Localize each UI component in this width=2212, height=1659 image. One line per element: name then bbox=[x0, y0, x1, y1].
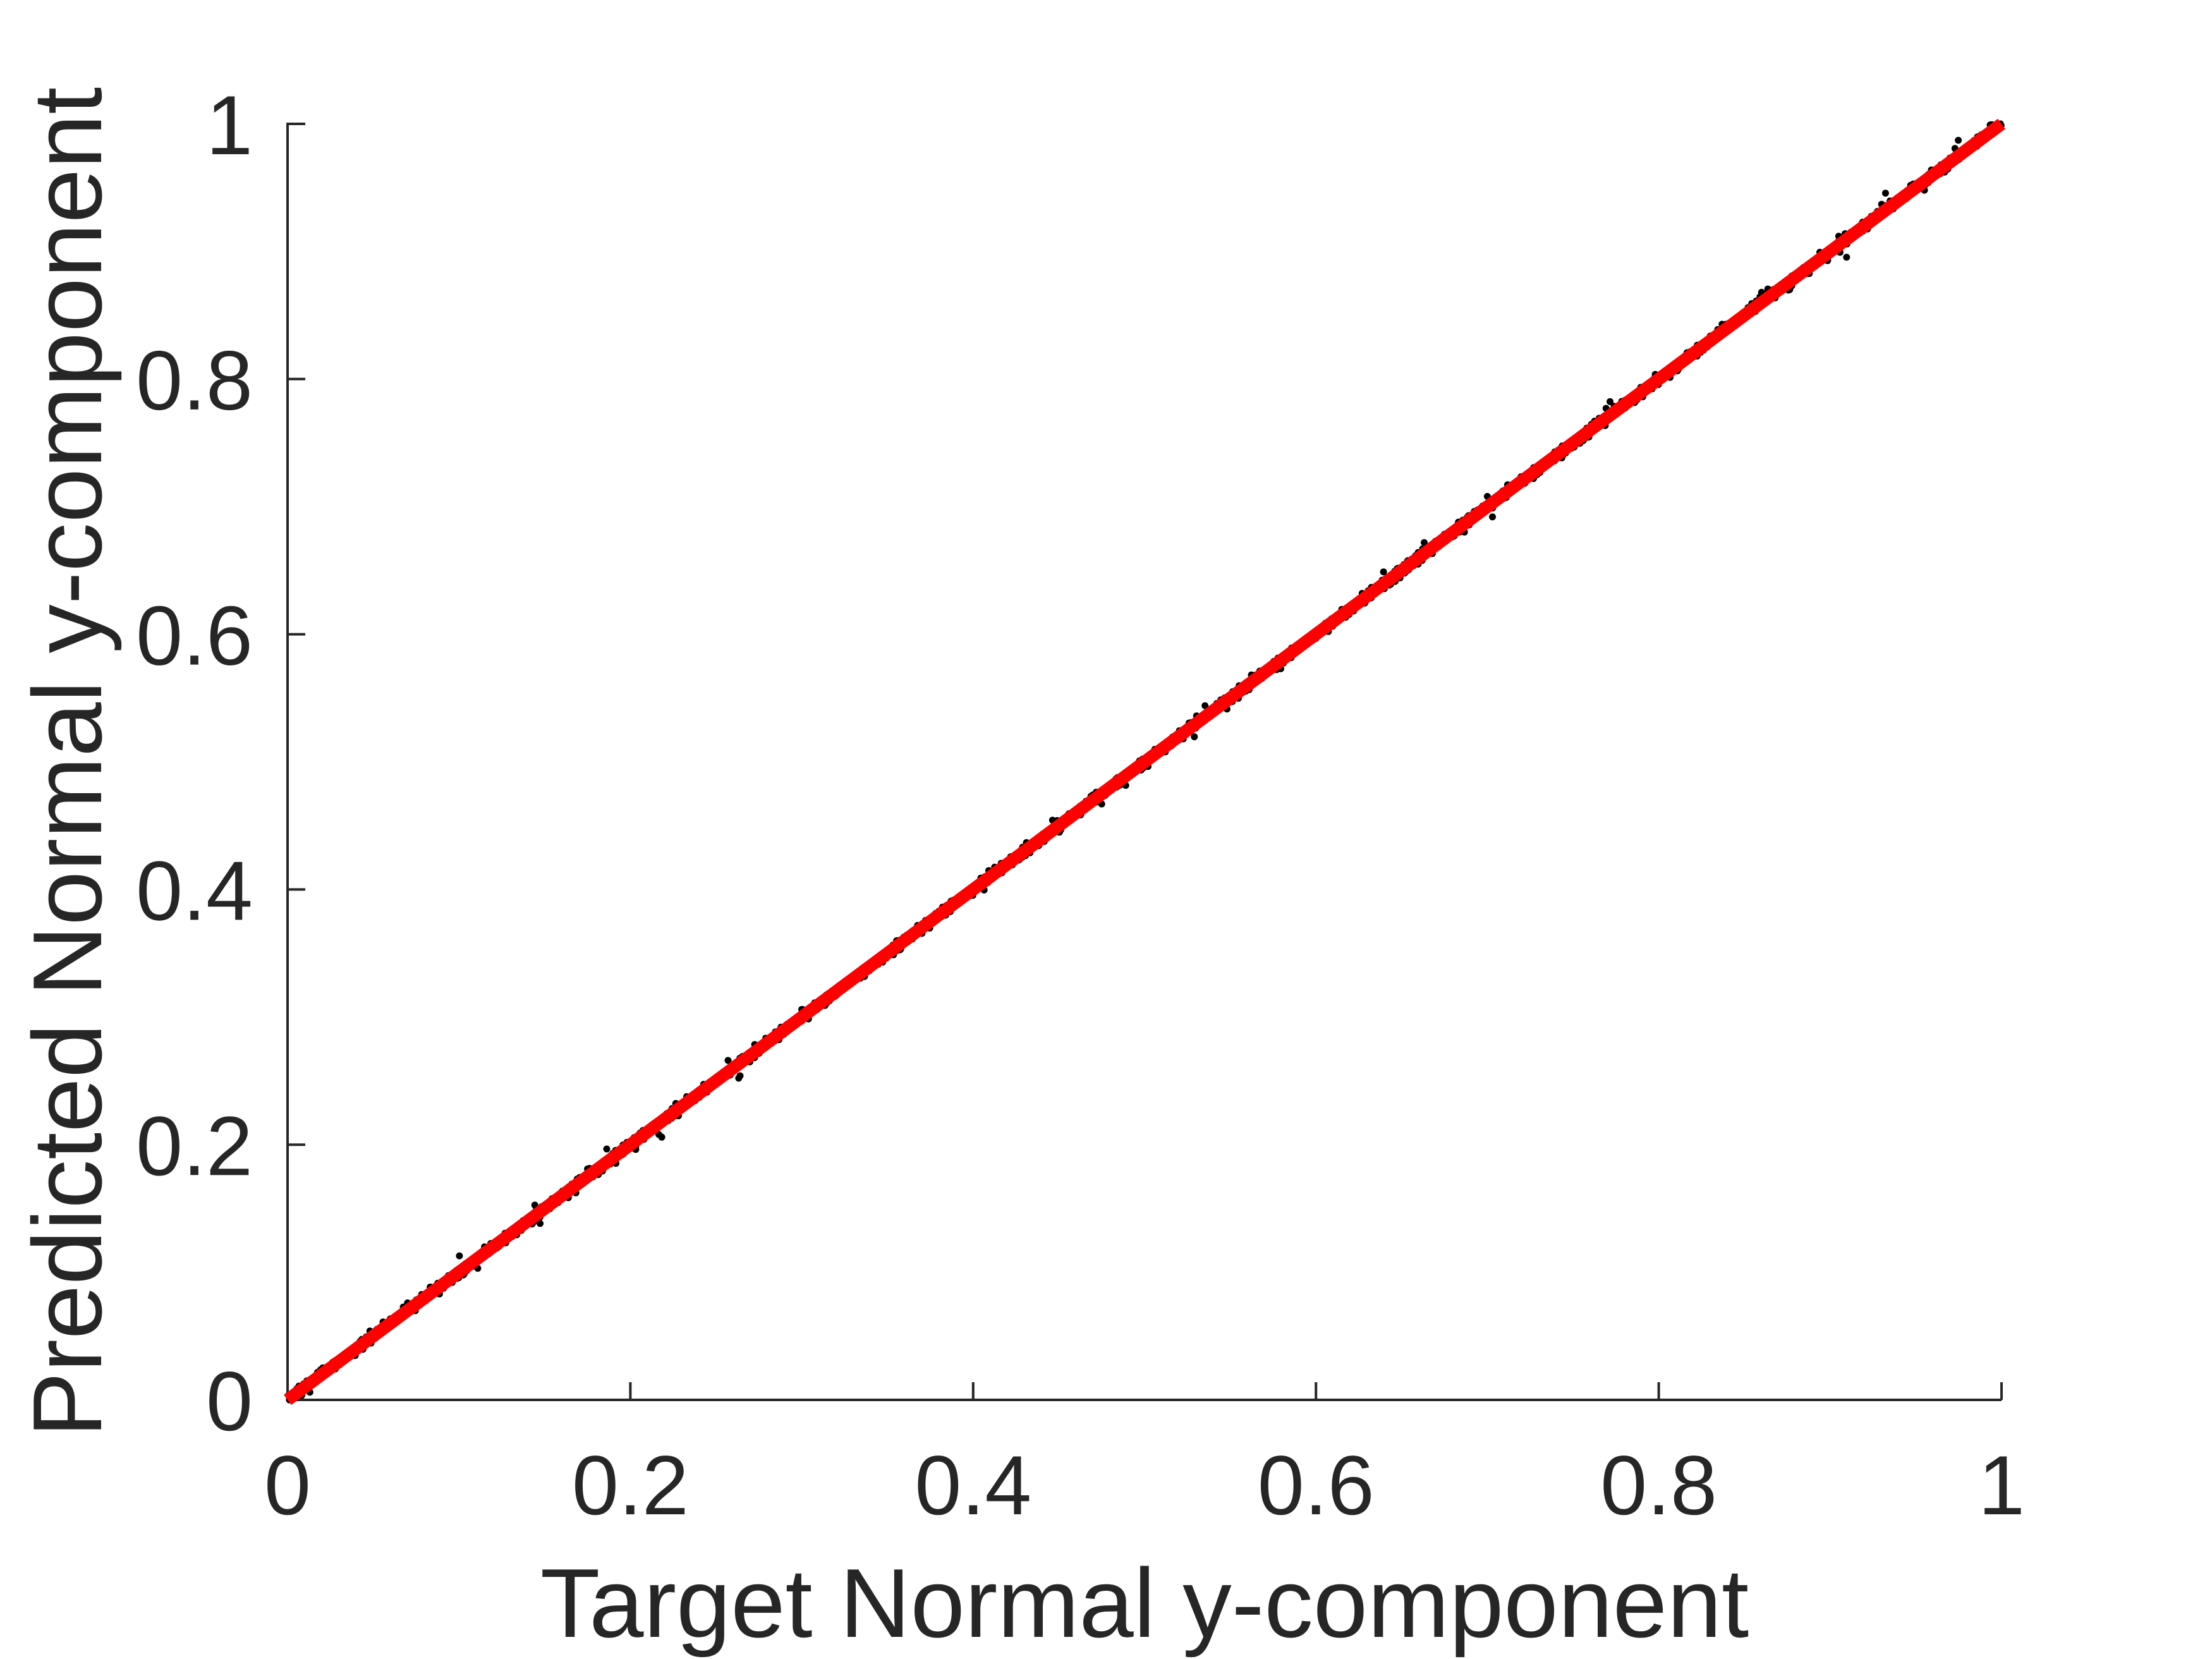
y-tick-label: 1 bbox=[206, 79, 253, 173]
scatter-point bbox=[655, 1131, 662, 1138]
y-tick-labels: 0 0.2 0.4 0.6 0.8 1 bbox=[136, 79, 253, 1449]
y-tick-label: 0 bbox=[206, 1355, 253, 1449]
scatter-point bbox=[1380, 568, 1387, 576]
x-tick-label: 0.8 bbox=[1600, 1439, 1717, 1533]
scatter-point bbox=[1881, 190, 1889, 197]
y-tick-label: 0.4 bbox=[136, 844, 253, 938]
y-tick-label: 0.6 bbox=[136, 590, 253, 683]
scatter-point bbox=[537, 1220, 544, 1227]
y-tick-marks bbox=[288, 123, 305, 1401]
x-tick-label: 0.6 bbox=[1258, 1439, 1375, 1533]
x-tick-label: 0.2 bbox=[572, 1439, 689, 1533]
scatter-point bbox=[603, 1145, 611, 1153]
scatter-point bbox=[1421, 539, 1428, 546]
scatter-point bbox=[1191, 733, 1198, 741]
scatter-point bbox=[1843, 253, 1850, 261]
scatter-point bbox=[724, 1057, 732, 1064]
y-tick-label: 0.8 bbox=[136, 334, 253, 428]
scatter-point bbox=[1955, 137, 1962, 144]
x-tick-label: 0 bbox=[264, 1439, 311, 1533]
scatter-point bbox=[456, 1252, 463, 1260]
x-tick-labels: 0 0.2 0.4 0.6 0.8 1 bbox=[264, 1439, 2025, 1533]
identity-reference-line bbox=[284, 118, 2005, 1406]
x-tick-label: 0.4 bbox=[915, 1439, 1031, 1533]
axes: 0 0.2 0.4 0.6 0.8 1 0 0.2 0.4 0.6 0.8 1 bbox=[136, 79, 2025, 1533]
x-tick-marks bbox=[286, 1382, 2003, 1400]
scatter-point bbox=[1489, 513, 1496, 521]
scatter-point bbox=[736, 1072, 744, 1079]
scatter-point bbox=[1607, 398, 1613, 405]
y-axis-label: Predicted Normal y-component bbox=[13, 87, 122, 1437]
y-tick-label: 0.2 bbox=[136, 1100, 253, 1193]
x-axis-label: Target Normal y-component bbox=[540, 1548, 1749, 1658]
x-tick-label: 1 bbox=[1978, 1439, 2025, 1533]
scatter-point bbox=[1201, 702, 1209, 710]
